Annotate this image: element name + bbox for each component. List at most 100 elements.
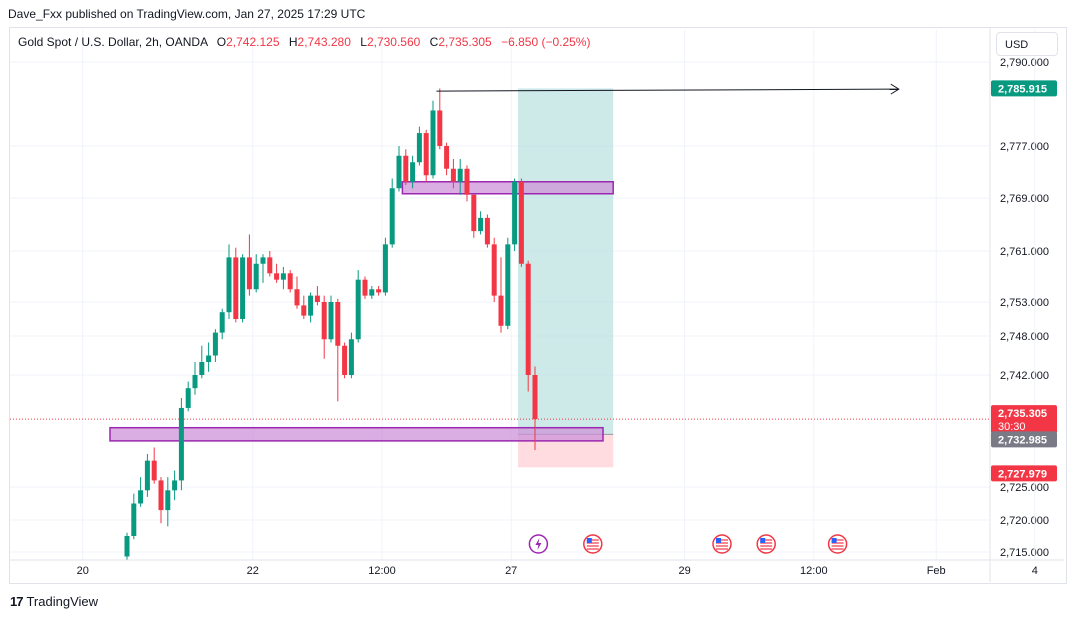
target-zone xyxy=(518,88,614,435)
candle-body xyxy=(450,168,456,182)
candle-body xyxy=(206,355,212,362)
candle-body xyxy=(396,155,402,189)
candle-body xyxy=(192,375,198,389)
candle-body xyxy=(280,273,286,280)
candle-body xyxy=(491,244,497,296)
candle-body xyxy=(423,133,429,176)
bar-countdown-label: 30:30 xyxy=(998,421,1026,433)
symbol-title[interactable]: Gold Spot / U.S. Dollar, 2h, OANDA xyxy=(18,35,208,49)
candle-body xyxy=(328,302,334,340)
candle-body xyxy=(348,339,354,375)
candle-body xyxy=(403,155,409,182)
y-tick-label: 2,742.000 xyxy=(1000,370,1049,382)
entry-price-label: 2,732.985 xyxy=(998,434,1047,446)
high-label: H xyxy=(288,35,298,49)
trend-line xyxy=(436,88,899,92)
candle-body xyxy=(226,257,232,313)
candle-body xyxy=(355,279,361,340)
candle-body xyxy=(287,273,293,290)
candle-body xyxy=(260,257,266,264)
candle-body xyxy=(369,289,375,296)
candle-body xyxy=(376,289,382,293)
candle-body xyxy=(138,490,144,504)
candle-body xyxy=(512,181,518,245)
brand-label: TradingView xyxy=(26,594,99,609)
x-tick-label: 29 xyxy=(678,565,690,577)
open-value: 2,742.125 xyxy=(226,35,280,49)
candle-body xyxy=(437,110,443,146)
candle-body xyxy=(430,110,436,176)
tradingview-brand[interactable]: 17 TradingView xyxy=(10,594,98,609)
change-value: −6.850 (−0.25%) xyxy=(501,35,591,49)
candle-body xyxy=(185,388,191,408)
candle-body xyxy=(165,490,171,511)
x-tick-label: Feb xyxy=(927,565,946,577)
low-label: L xyxy=(360,35,367,49)
candle-body xyxy=(144,460,150,491)
candle-body xyxy=(471,194,477,232)
y-tick-label: 2,777.000 xyxy=(1000,141,1049,153)
candle-body xyxy=(199,362,205,375)
candle-body xyxy=(457,168,463,182)
candle-body xyxy=(301,305,307,316)
candle-body xyxy=(498,295,504,326)
high-value: 2,743.280 xyxy=(297,35,351,49)
us-flag-icon-canton xyxy=(716,538,721,543)
candle-body xyxy=(219,312,225,333)
y-tick-label: 2,761.000 xyxy=(1000,246,1049,258)
close-value: 2,735.305 xyxy=(438,35,492,49)
trend-line-arrowhead xyxy=(890,83,900,95)
candle-body xyxy=(314,295,320,302)
last-price-label-bg xyxy=(991,405,1057,434)
x-tick-label: 27 xyxy=(505,565,517,577)
candle-body xyxy=(178,407,184,481)
us-flag-icon-canton xyxy=(831,538,837,543)
candle-body xyxy=(464,168,470,195)
stop-price-label-bg xyxy=(991,465,1057,482)
y-tick-label: 2,725.000 xyxy=(1000,482,1049,494)
us-flag-icon-canton xyxy=(760,538,766,543)
candle-body xyxy=(478,217,484,232)
y-tick-label: 2,753.000 xyxy=(1000,297,1049,309)
candle-body xyxy=(416,133,422,163)
x-tick-label: 4 xyxy=(1032,565,1038,577)
x-tick-label: 20 xyxy=(77,565,89,577)
target-price-label: 2,785.915 xyxy=(998,83,1047,95)
close-label: C xyxy=(429,35,439,49)
y-tick-label: 2,769.000 xyxy=(1000,193,1049,205)
candle-body xyxy=(158,480,164,511)
candle-body xyxy=(382,244,388,293)
us-flag-icon xyxy=(583,534,603,554)
candle-body xyxy=(212,332,218,356)
candle-body xyxy=(518,181,524,264)
publish-credit: Dave_Fxx published on TradingView.com, J… xyxy=(8,7,366,21)
candle-body xyxy=(131,503,137,536)
open-label: O xyxy=(216,35,227,49)
us-flag-icon-canton xyxy=(586,538,592,543)
stop-price-label: 2,727.979 xyxy=(998,468,1047,480)
candle-body xyxy=(267,257,273,274)
candle-body xyxy=(233,257,239,319)
candle-body xyxy=(484,217,490,245)
low-value: 2,730.560 xyxy=(366,35,421,49)
candle-body xyxy=(342,345,348,375)
x-tick-label: 12:00 xyxy=(800,565,828,577)
candle-body xyxy=(151,460,157,481)
y-tick-label: 2,720.000 xyxy=(1000,515,1049,527)
candle-body xyxy=(410,162,416,182)
candle-body xyxy=(253,263,259,290)
currency-button[interactable]: USD xyxy=(996,32,1058,56)
x-tick-label: 12:00 xyxy=(368,565,396,577)
us-flag-icon xyxy=(712,534,732,554)
us-flag-icon xyxy=(756,534,776,554)
entry-price-label-bg xyxy=(991,431,1057,448)
candle-body xyxy=(525,263,531,375)
last-price-label: 2,735.305 xyxy=(998,408,1047,420)
y-tick-label: 2,790.000 xyxy=(1000,57,1049,69)
candle-body xyxy=(532,375,538,420)
y-tick-label: 2,748.000 xyxy=(1000,331,1049,343)
lightning-icon-glyph xyxy=(535,538,542,550)
candle-body xyxy=(308,295,314,316)
candle-body xyxy=(240,257,246,319)
